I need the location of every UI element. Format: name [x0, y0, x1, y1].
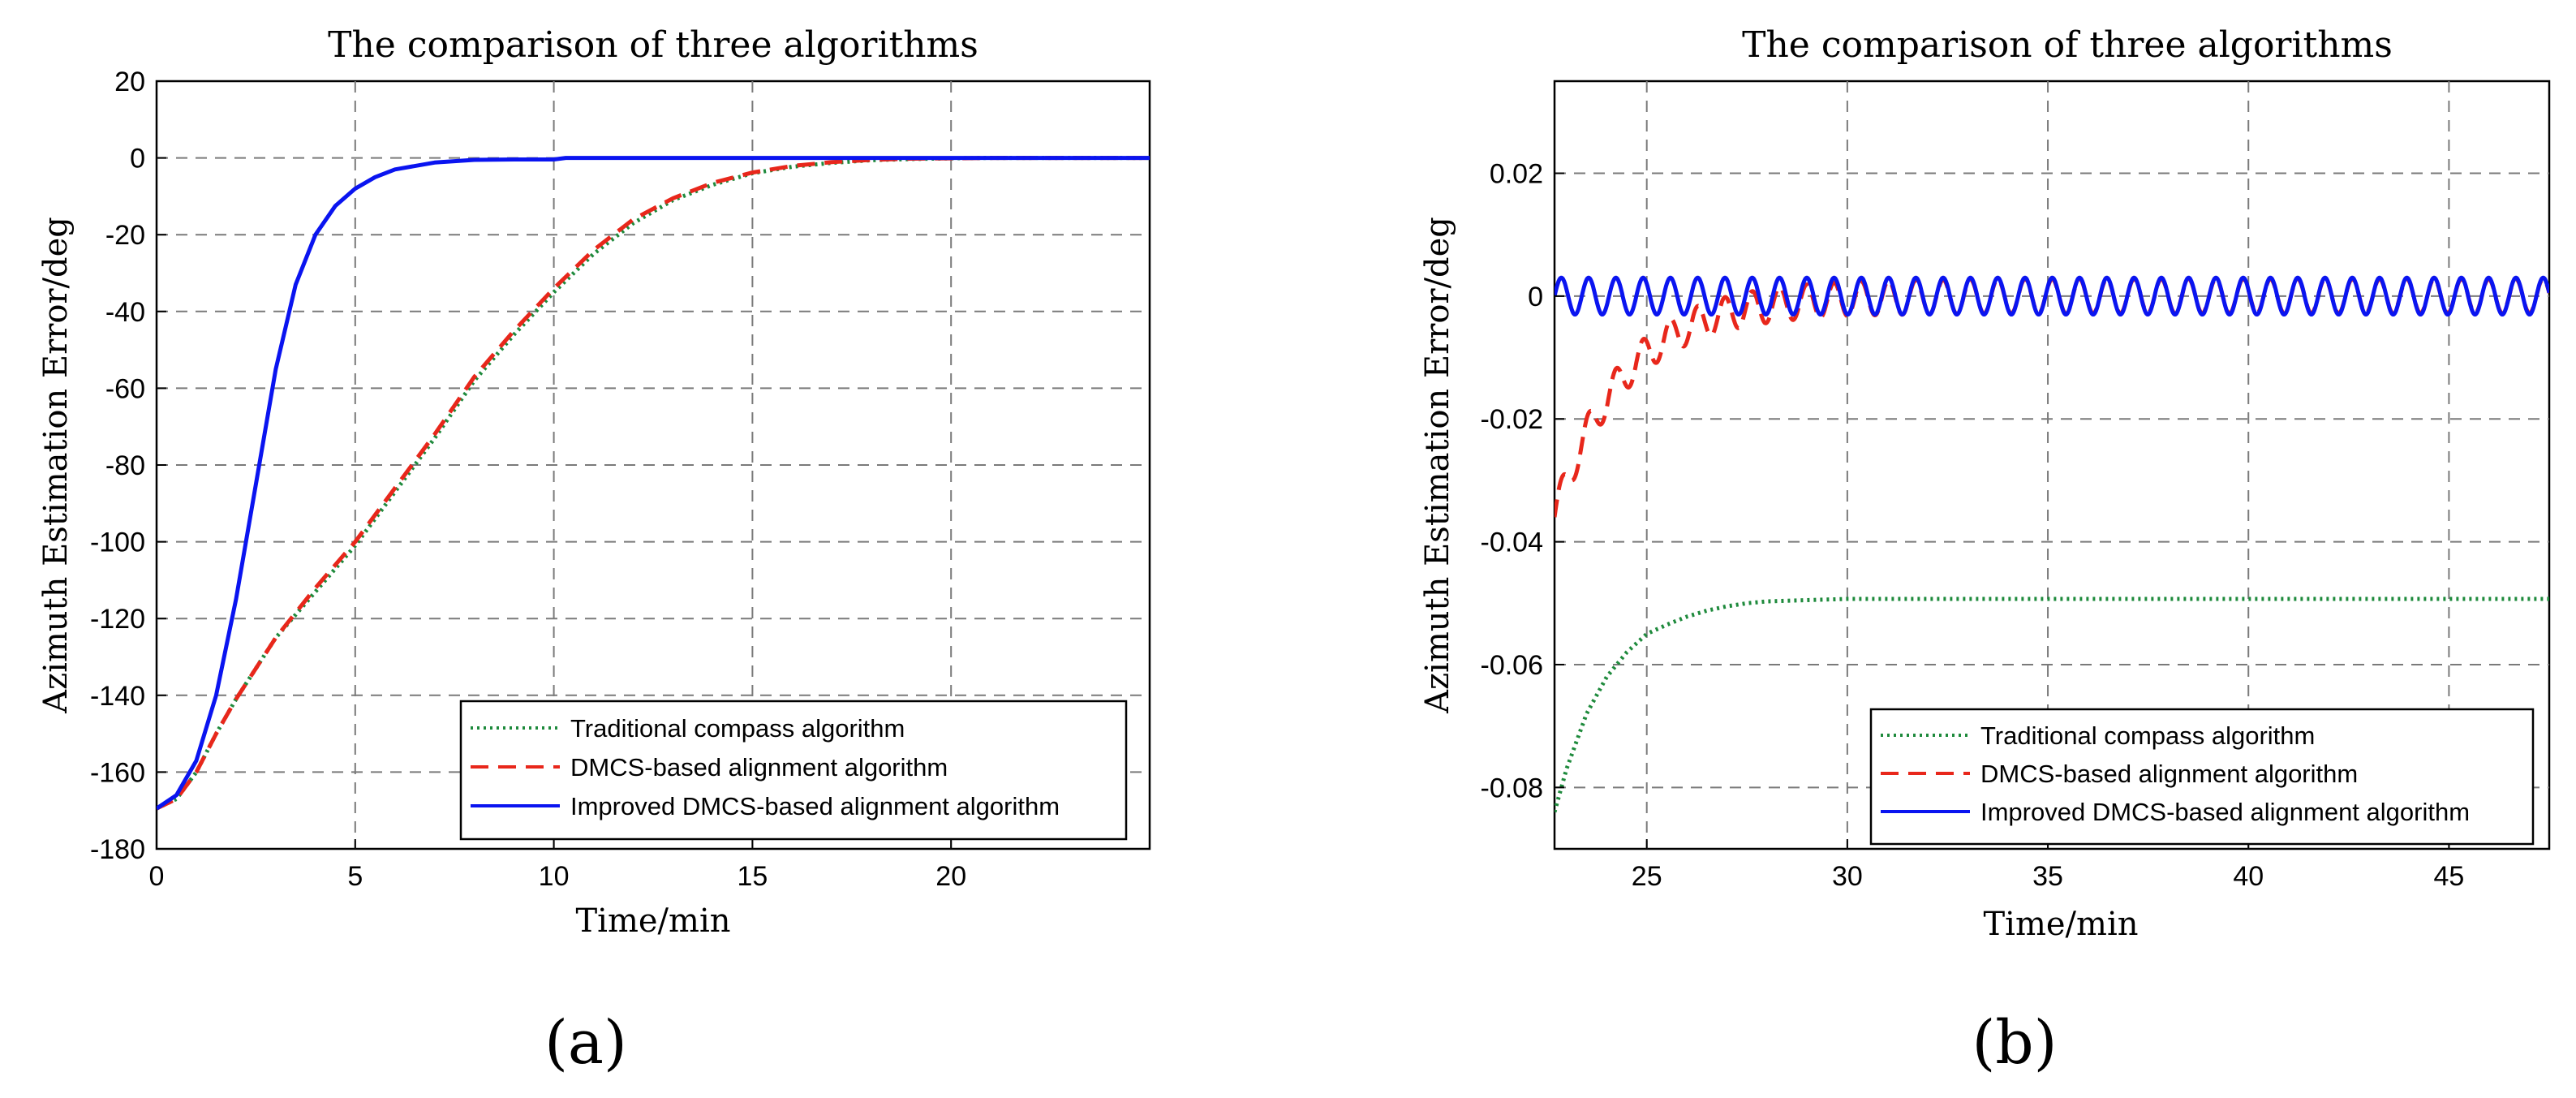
x-tick-label: 40: [2233, 861, 2264, 892]
legend-box-b: [1869, 708, 2535, 846]
x-tick-label: 10: [539, 861, 570, 892]
y-tick-label: -120: [90, 604, 145, 635]
legend-b: Traditional compass algorithm DMCS-based…: [1869, 708, 2535, 846]
legend-label-traditional-a: Traditional compass algorithm: [570, 714, 905, 743]
chart-title-b: The comparison of three algorithms: [1742, 24, 2393, 66]
y-tick-label: -20: [105, 220, 145, 251]
panel-label-a: (a): [544, 1008, 627, 1078]
legend-a: Traditional compass algorithm DMCS-based…: [459, 700, 1128, 841]
ticks-b: 25 30 35 40 45 0.02 0 -0.02 -0.04 -0.06 -0.08: [1481, 159, 2465, 892]
y-tick-label: -60: [105, 373, 145, 404]
series-line-traditional: [1555, 596, 2549, 813]
chart-title-a: The comparison of three algorithms: [328, 24, 978, 66]
y-tick-label: -180: [90, 834, 145, 865]
series-group-a: [157, 156, 1150, 811]
y-tick-label: -100: [90, 527, 145, 558]
series-line-improved: [1555, 275, 2549, 316]
x-tick-label: 30: [1832, 861, 1863, 892]
y-axis-label-b: Azimuth Estimation Error/deg: [1419, 217, 1456, 714]
y-tick-label: -0.02: [1481, 404, 1544, 435]
y-tick-label: 0: [130, 144, 145, 174]
x-axis-label-a: Time/min: [575, 902, 730, 940]
y-tick-label: 20: [114, 67, 145, 97]
x-tick-label: 25: [1632, 861, 1662, 892]
chart-panel-b: 25 30 35 40 45 0.02 0 -0.02 -0.04 -0.06 -0.08 The …: [1419, 24, 2551, 1078]
series-group-b: [1555, 275, 2549, 813]
y-tick-label: -140: [90, 681, 145, 712]
legend-label-improved-a: Improved DMCS-based alignment algorithm: [570, 792, 1060, 820]
y-tick-label: 0: [1528, 282, 1543, 312]
x-axis-label-b: Time/min: [1983, 906, 2138, 943]
x-tick-label: 15: [737, 861, 768, 892]
legend-label-improved-b: Improved DMCS-based alignment algorithm: [1980, 798, 2470, 826]
x-tick-label: 20: [935, 861, 966, 892]
grid-a: [157, 81, 1150, 849]
ticks-a: 0 5 10 15 20 20 0 -20 -40 -60 -80 -100 -120 -140 -160 -…: [90, 67, 966, 892]
y-tick-label: -0.08: [1481, 773, 1544, 803]
legend-label-dmcs-b: DMCS-based alignment algorithm: [1980, 760, 2358, 788]
y-tick-label: 0.02: [1490, 159, 1543, 190]
x-tick-label: 5: [347, 861, 363, 892]
x-tick-label: 0: [149, 861, 165, 892]
x-tick-label: 45: [2433, 861, 2464, 892]
series-line-improved: [157, 156, 1150, 811]
y-tick-label: -80: [105, 450, 145, 481]
y-tick-label: -160: [90, 757, 145, 788]
y-tick-label: -40: [105, 297, 145, 328]
y-tick-label: -0.06: [1481, 650, 1544, 681]
chart-panel-a: 0 5 10 15 20 20 0 -20 -40 -60 -80 -100 -120 -140 -160 -…: [37, 24, 1151, 1078]
legend-label-traditional-b: Traditional compass algorithm: [1980, 721, 2315, 750]
x-tick-label: 35: [2032, 861, 2063, 892]
y-tick-label: -0.04: [1481, 527, 1544, 558]
y-axis-label-a: Azimuth Estimation Error/deg: [37, 217, 75, 714]
legend-label-dmcs-a: DMCS-based alignment algorithm: [570, 753, 948, 782]
legend-box-a: [459, 700, 1128, 841]
panel-label-b: (b): [1972, 1008, 2057, 1078]
